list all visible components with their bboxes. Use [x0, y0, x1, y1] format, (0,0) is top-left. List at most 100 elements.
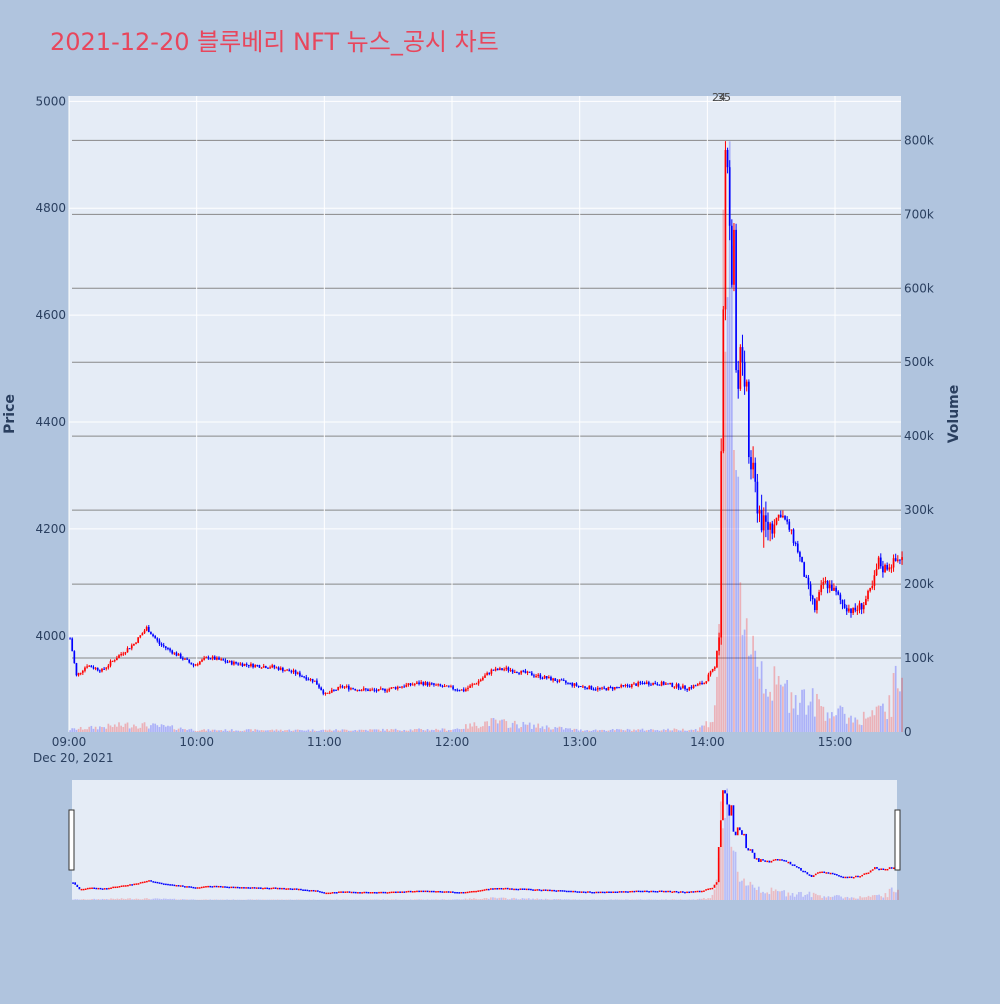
volume-bar — [139, 728, 141, 732]
slider-volume-bar — [876, 895, 878, 900]
volume-bar — [163, 725, 165, 732]
candle-body — [784, 516, 786, 520]
slider-volume-bar — [811, 897, 813, 900]
slider-volume-bar — [640, 899, 642, 900]
candle-body — [288, 670, 290, 672]
volume-bar — [231, 729, 233, 732]
candle-body — [514, 672, 516, 673]
candle-body — [82, 671, 84, 673]
slider-candle — [731, 805, 733, 815]
range-slider[interactable] — [72, 780, 897, 900]
candle-body — [437, 684, 439, 685]
volume-bar — [103, 727, 105, 732]
volume-bar — [767, 697, 769, 732]
volume-bar — [699, 727, 701, 732]
volume-bar — [593, 730, 595, 732]
volume-bar — [461, 729, 463, 732]
slider-volume-bar — [190, 899, 192, 900]
slider-candle — [429, 891, 431, 893]
slider-candle — [226, 887, 228, 889]
slider-candle — [720, 820, 722, 847]
volume-bar — [273, 731, 275, 732]
volume-bar — [252, 731, 254, 732]
candle-body — [114, 660, 116, 661]
slider-candle — [520, 888, 522, 890]
slider-candle — [410, 891, 412, 893]
slider-volume-bar — [511, 898, 513, 900]
candle-body — [342, 686, 344, 687]
volume-bar — [454, 729, 456, 732]
volume-bar — [154, 724, 156, 732]
candle-body — [567, 683, 569, 684]
volume-bar — [527, 725, 529, 732]
volume-bar — [448, 730, 450, 732]
candle-body — [169, 649, 171, 651]
volume-bar — [805, 715, 807, 732]
volume-bar — [801, 690, 803, 732]
slider-candle — [437, 891, 439, 893]
slider-volume-bar — [739, 882, 741, 900]
slider-candle — [595, 892, 597, 894]
volume-bar — [554, 727, 556, 732]
slider-candle — [598, 892, 600, 894]
slider-volume-bar — [815, 894, 817, 900]
volume-bar — [476, 726, 478, 732]
volume-bar — [599, 730, 601, 732]
volume-bar — [722, 210, 724, 732]
volume-bar — [622, 730, 624, 732]
volume-bar — [380, 731, 382, 732]
slider-candle — [161, 883, 163, 885]
volume-bar — [840, 706, 842, 732]
volume-bar — [682, 729, 684, 732]
volume-bar — [133, 725, 135, 732]
slider-volume-bar — [176, 899, 178, 900]
candle-body — [188, 660, 190, 663]
range-slider-handle-right[interactable] — [895, 810, 900, 870]
slider-volume-bar — [522, 898, 524, 900]
slider-candle — [275, 887, 277, 889]
slider-volume-bar — [87, 899, 89, 900]
candle-body — [305, 677, 307, 679]
candle-body — [308, 679, 310, 680]
candle-body — [497, 669, 499, 670]
volume-bar — [76, 730, 78, 732]
volume-bar — [542, 726, 544, 732]
slider-candle — [703, 890, 705, 892]
volume-bar — [344, 729, 346, 732]
slider-candle — [144, 881, 146, 883]
candle-body — [271, 665, 273, 667]
slider-volume-bar — [233, 899, 235, 900]
volume-bar — [435, 729, 437, 732]
volume-bar — [897, 688, 899, 732]
candle-body — [533, 675, 535, 676]
candle-body — [216, 658, 218, 660]
slider-candle — [167, 884, 169, 886]
volume-bar — [710, 722, 712, 732]
candle-body — [844, 604, 846, 608]
candle-body — [688, 687, 690, 690]
candle-body — [467, 688, 469, 689]
volume-bar — [269, 730, 271, 732]
slider-volume-bar — [857, 899, 859, 900]
slider-volume-bar — [558, 899, 560, 900]
volume-bar — [727, 297, 729, 732]
slider-candle — [572, 891, 574, 893]
slider-volume-bar — [671, 899, 673, 900]
slider-candle — [298, 889, 300, 891]
slider-candle — [211, 886, 213, 888]
candle-body — [431, 683, 433, 684]
slider-candle — [199, 887, 201, 889]
volume-bar — [442, 728, 444, 732]
range-slider-handle-left[interactable] — [69, 810, 74, 870]
volume-bar — [820, 706, 822, 732]
volume-bar — [382, 729, 384, 732]
candle-body — [269, 667, 271, 668]
candle-body — [273, 665, 275, 667]
slider-volume-bar — [484, 898, 486, 900]
volume-bar — [329, 730, 331, 732]
slider-volume-bar — [117, 899, 119, 900]
candle-body — [552, 678, 554, 680]
slider-candle — [779, 859, 781, 861]
candle-body — [76, 663, 78, 675]
volume-bar — [429, 731, 431, 732]
